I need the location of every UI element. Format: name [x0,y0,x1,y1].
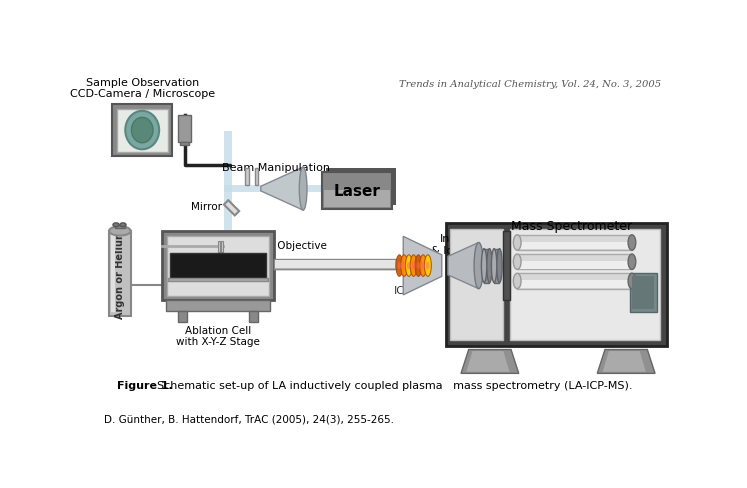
Ellipse shape [424,255,431,277]
Ellipse shape [397,262,401,270]
Bar [167,236,269,296]
Bar [630,274,657,312]
Polygon shape [598,350,655,374]
Text: Ablation Cell
with X-Y-Z Stage: Ablation Cell with X-Y-Z Stage [176,325,260,347]
Bar [115,225,125,228]
Bar [249,311,258,322]
Ellipse shape [497,249,502,283]
Text: D. Günther, B. Hattendorf, TrAC (2005), 24(3), 255-265.: D. Günther, B. Hattendorf, TrAC (2005), … [105,413,394,424]
Text: Mirror: Mirror [190,202,222,212]
Ellipse shape [406,255,412,277]
Ellipse shape [113,224,119,227]
Polygon shape [403,237,441,295]
Ellipse shape [396,255,403,277]
Polygon shape [461,350,518,374]
Text: Interface
& Ion Optics: Interface & Ion Optics [431,234,499,255]
Bar [517,235,632,251]
Bar [520,281,629,288]
Ellipse shape [481,249,487,283]
Bar [109,231,131,316]
Ellipse shape [474,243,483,289]
Bar [520,262,629,269]
Text: Trends in Analytical Chemistry, Vol. 24, No. 3, 2005: Trends in Analytical Chemistry, Vol. 24,… [400,80,662,89]
Ellipse shape [120,224,126,227]
Bar [503,231,509,301]
Bar [323,172,391,209]
Bar [162,231,274,301]
Ellipse shape [412,262,415,270]
Bar [509,230,660,341]
Bar [326,168,396,205]
Bar [221,242,223,252]
Ellipse shape [513,235,521,251]
Bar [217,242,220,252]
Text: Laser: Laser [334,183,380,198]
Ellipse shape [400,255,408,277]
Ellipse shape [410,255,417,277]
Bar [168,278,267,282]
Ellipse shape [421,262,425,270]
Text: Focusing Objective: Focusing Objective [228,240,326,250]
Bar [484,249,489,283]
Bar [179,116,190,143]
Text: ICP: ICP [394,285,412,295]
Polygon shape [448,243,479,289]
Bar [517,274,632,289]
Text: Sample Observation
CCD-Camera / Microscope: Sample Observation CCD-Camera / Microsco… [69,78,215,99]
Bar [275,261,394,268]
Bar [274,259,396,270]
Polygon shape [466,351,509,372]
Bar [517,255,632,270]
Bar [166,301,270,311]
Ellipse shape [407,262,411,270]
Ellipse shape [403,262,406,270]
Bar [255,168,258,185]
Text: Figure 1.: Figure 1. [117,380,173,390]
Ellipse shape [417,262,420,270]
Text: Mass Spectrometer: Mass Spectrometer [511,220,632,233]
Ellipse shape [513,255,521,270]
Bar [180,143,189,146]
Polygon shape [224,201,239,216]
Bar [632,276,654,310]
Ellipse shape [628,235,636,251]
Bar [520,242,629,250]
Text: Argon or Helium: Argon or Helium [115,229,125,319]
Ellipse shape [131,118,153,143]
Ellipse shape [492,249,497,283]
Bar [224,132,232,231]
Bar [111,235,115,312]
Bar [450,230,503,341]
Bar [112,104,173,157]
Bar [446,224,666,346]
Text: Schematic set-up of LA inductively coupled plasma   mass spectrometry (LA-ICP-MS: Schematic set-up of LA inductively coupl… [150,380,633,390]
Bar [224,185,359,193]
Polygon shape [603,351,646,372]
Ellipse shape [415,255,422,277]
Ellipse shape [300,168,307,211]
Bar [170,254,266,278]
Ellipse shape [420,255,427,277]
Ellipse shape [109,227,131,236]
Ellipse shape [426,262,430,270]
Bar [494,249,500,283]
Bar [246,168,249,185]
Ellipse shape [125,112,159,150]
Polygon shape [261,168,303,211]
Text: Beam Manipulation: Beam Manipulation [222,163,330,172]
Bar [117,109,167,152]
Bar [178,311,187,322]
Bar [396,259,430,270]
Ellipse shape [487,249,492,283]
Ellipse shape [513,274,521,289]
Ellipse shape [628,255,636,270]
Ellipse shape [628,274,636,289]
Bar [324,191,390,207]
